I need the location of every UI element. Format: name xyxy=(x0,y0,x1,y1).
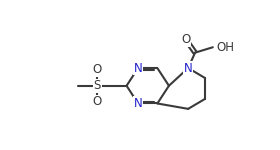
Text: O: O xyxy=(181,33,190,46)
Text: N: N xyxy=(134,61,143,75)
Text: N: N xyxy=(134,97,143,110)
Text: O: O xyxy=(93,95,102,108)
Text: OH: OH xyxy=(217,41,235,54)
Text: N: N xyxy=(184,61,193,75)
Text: S: S xyxy=(94,79,101,92)
Text: O: O xyxy=(93,63,102,76)
